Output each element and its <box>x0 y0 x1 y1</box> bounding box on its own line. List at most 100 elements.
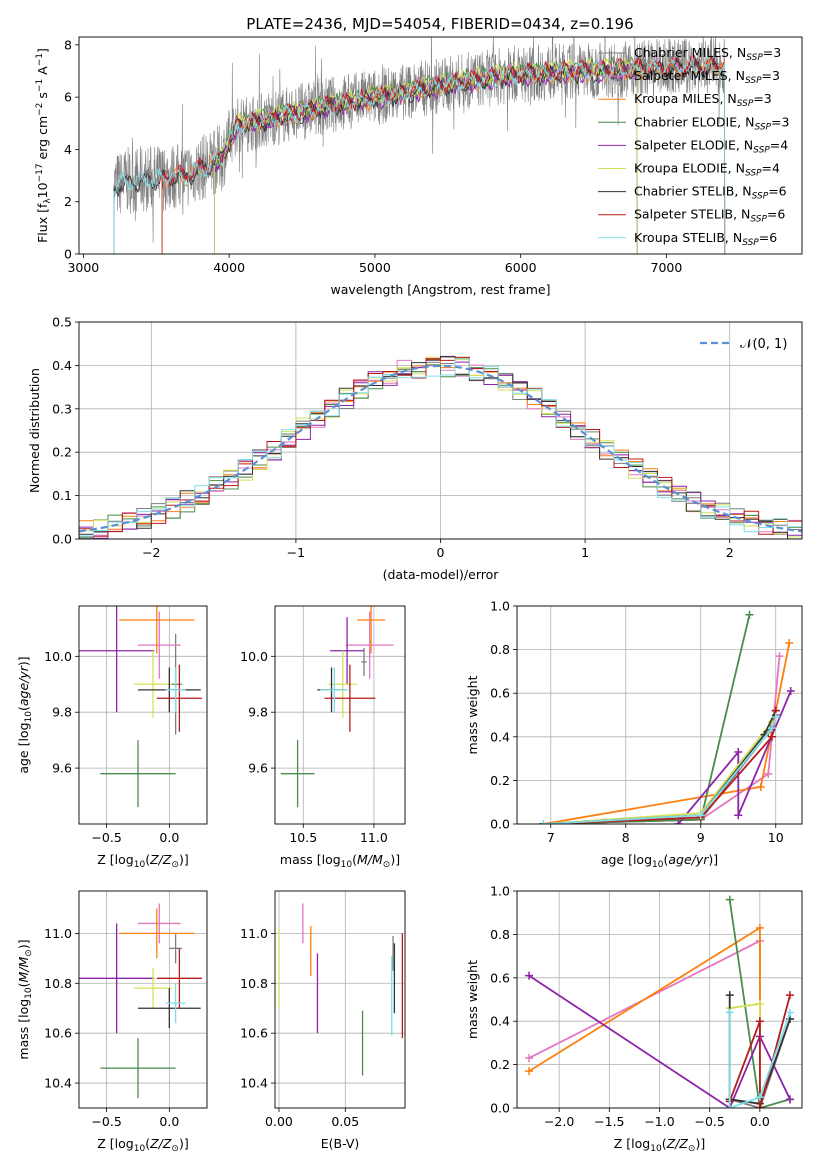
x-axis-label: Z [log10(Z/Z⊙)] <box>97 852 188 870</box>
x-axis-label: Z [log10(Z/Z⊙)] <box>614 1136 705 1154</box>
y-tick-label: 0.0 <box>490 1101 510 1116</box>
weight-marker <box>525 1067 534 1076</box>
x-axis-label: Z [log10(Z/Z⊙)] <box>97 1136 188 1154</box>
y-tick-label: 0 <box>64 247 72 262</box>
weights_vs_Z-plot <box>525 895 794 1108</box>
x-axis-label: age [log10(age/yr)] <box>601 852 718 870</box>
y-axis-label: mass weight <box>465 960 480 1039</box>
y-tick-label: 10.4 <box>240 1076 268 1091</box>
x-tick-label: −1.0 <box>644 1114 674 1129</box>
weight-marker <box>725 991 734 1000</box>
weight-marker <box>771 713 780 722</box>
legend-entry: Salpeter ELODIE, NSSP=4 <box>634 137 788 155</box>
weight-marker <box>696 811 705 820</box>
y-tick-label: 10.8 <box>44 976 72 991</box>
y-tick-label: 0.2 <box>490 773 510 788</box>
weight-line <box>528 974 791 1108</box>
error-bar-point <box>134 968 172 1009</box>
x-tick-label: 6000 <box>505 260 537 275</box>
error-bar-point <box>100 740 176 808</box>
weight-marker <box>525 971 534 980</box>
axes-frame <box>78 36 803 255</box>
y-tick-label: 10.0 <box>240 649 268 664</box>
x-tick-label: 4000 <box>213 260 245 275</box>
x-tick-label: −1 <box>287 545 305 560</box>
x-axis-label: E(B-V) <box>321 1136 360 1151</box>
error-bar-point <box>361 647 367 676</box>
weight-marker <box>734 748 743 757</box>
y-tick-label: 9.8 <box>52 705 72 720</box>
error-bar-point <box>280 740 315 808</box>
weight-marker <box>755 1104 764 1108</box>
y-tick-label: 0.5 <box>52 315 72 330</box>
y-tick-label: 6 <box>64 90 72 105</box>
weight-marker <box>786 687 795 696</box>
y-axis-label: mass [log10(M/M⊙)] <box>16 939 34 1059</box>
weight-marker <box>785 639 794 648</box>
spectrum-model-line <box>113 57 726 254</box>
legend-entry: Salpeter STELIB, NSSP=6 <box>634 207 785 225</box>
y-axis-label: Normed distribution <box>27 368 42 493</box>
error-bar-point <box>137 903 181 944</box>
y-tick-label: 10.8 <box>240 976 268 991</box>
figure-title: PLATE=2436, MJD=54054, FIBERID=0434, z=0… <box>246 15 633 33</box>
weight-marker <box>785 991 794 1000</box>
x-axis-label: wavelength [Angstrom, rest frame] <box>330 282 550 297</box>
x-tick-label: 0 <box>437 545 445 560</box>
error-bar-point <box>134 650 172 718</box>
mass_vs_ebv-panel: 0.00 0.05 10.4 10.6 10.8 11.0 E(B-V) <box>240 890 406 1151</box>
legend-entry: Chabrier STELIB, NSSP=6 <box>634 184 787 202</box>
y-tick-label: 0.1 <box>52 488 72 503</box>
weight-marker <box>755 999 764 1008</box>
weight-marker <box>768 724 776 733</box>
y-tick-label: 0.3 <box>52 401 72 416</box>
y-tick-label: 9.8 <box>248 705 268 720</box>
weight-marker <box>768 732 776 741</box>
error-bar-point <box>328 650 357 718</box>
weight-marker <box>539 820 548 824</box>
y-tick-label: 10.0 <box>44 649 72 664</box>
weight-marker <box>725 895 734 904</box>
x-tick-label: 0.0 <box>159 830 179 845</box>
error-bar-point <box>137 611 181 679</box>
x-tick-label: 0.0 <box>750 1114 770 1129</box>
spectrum-panel: 3000 4000 5000 6000 7000 0 2 4 6 8 wavelength [Ang… <box>35 36 803 297</box>
y-tick-label: 11.0 <box>44 926 72 941</box>
x-tick-label: −0.5 <box>694 1114 724 1129</box>
y-tick-label: 9.6 <box>52 761 72 776</box>
error-bar-point <box>156 664 202 732</box>
weights_vs_age-plot <box>539 610 795 824</box>
error-bar-point <box>345 611 394 679</box>
x-tick-label: 9 <box>697 830 705 845</box>
y-tick-label: 0.6 <box>490 970 510 985</box>
residuals-plot <box>79 355 802 539</box>
y-tick-label: 0.8 <box>490 927 510 942</box>
error-bar-point <box>320 667 349 713</box>
legend-entry: Kroupa ELODIE, NSSP=4 <box>634 161 780 179</box>
mass_vs_Z-panel: −0.5 0.0 10.4 10.6 10.8 11.0 Z [log10(Z/Z⊙)] ma… <box>16 890 208 1154</box>
y-tick-label: 0.2 <box>490 1057 510 1072</box>
axes-frame <box>78 321 803 540</box>
mass_vs_Z-plot <box>79 903 202 1099</box>
y-axis-label: mass weight <box>465 675 480 754</box>
y-tick-label: 0.4 <box>490 729 510 744</box>
axes-frame <box>274 890 406 1109</box>
x-tick-label: −2.0 <box>544 1114 574 1129</box>
axes-frame <box>516 890 803 1109</box>
age_vs_Z-plot <box>79 606 202 808</box>
x-tick-label: −2 <box>142 545 160 560</box>
y-tick-label: 0.8 <box>490 642 510 657</box>
x-tick-label: 0.00 <box>265 1114 293 1129</box>
weight-line <box>728 1012 791 1108</box>
error-bar-point <box>100 1038 176 1099</box>
y-tick-label: 1.0 <box>490 884 510 899</box>
weight-marker <box>734 811 743 820</box>
error-bar-point <box>137 988 201 1029</box>
error-bar-point <box>156 948 202 1009</box>
weight-marker <box>785 1095 794 1104</box>
weight-marker <box>674 820 683 824</box>
y-tick-label: 1.0 <box>490 599 510 614</box>
y-axis-label: age [log10(age/yr)] <box>16 656 34 773</box>
weight-line <box>543 716 777 824</box>
